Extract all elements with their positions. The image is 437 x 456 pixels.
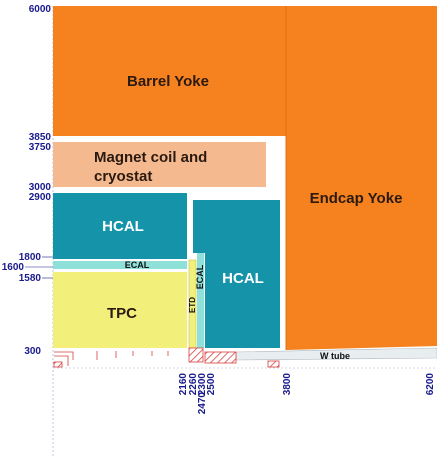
x-tick-3800: 3800 xyxy=(282,373,293,396)
hcal-endcap-region xyxy=(205,200,280,348)
hcal-barrel-label: HCAL xyxy=(102,218,144,235)
ecal-barrel-region xyxy=(53,261,187,269)
y-tick-1800: 1800 xyxy=(19,252,42,263)
x-tick-2470: 2470 xyxy=(197,392,208,415)
w-tube-label: W tube xyxy=(320,351,350,361)
hatched-support-4 xyxy=(53,361,63,368)
endcap-yoke-label: Endcap Yoke xyxy=(310,190,403,207)
endcap-yoke-region xyxy=(286,6,437,350)
x-tick-2500: 2500 xyxy=(206,373,217,396)
magnet-coil-label-2: cryostat xyxy=(94,168,152,185)
y-tick-1580: 1580 xyxy=(19,273,42,284)
ecal-endcap-label: ECAL xyxy=(195,264,205,289)
magnet-coil-region xyxy=(53,142,266,187)
y-tick-3000: 3000 xyxy=(29,182,52,193)
barrel-yoke-region xyxy=(53,6,286,136)
tpc-region xyxy=(53,272,187,348)
hcal-endcap-top-region xyxy=(193,200,205,253)
tpc-label: TPC xyxy=(107,305,137,322)
y-tick-300: 300 xyxy=(24,346,41,357)
x-tick-2160: 2160 xyxy=(178,373,189,396)
x-tick-2260: 2260 xyxy=(188,373,199,396)
hatched-support-3 xyxy=(267,360,280,368)
y-tick-1600: 1600 xyxy=(2,262,25,273)
ecal-endcap-region xyxy=(197,253,204,348)
etd-label: ETD xyxy=(188,297,197,313)
beam-pipe-detail xyxy=(54,351,169,366)
hatched-support-1 xyxy=(188,347,204,363)
y-tick-3750: 3750 xyxy=(29,142,52,153)
y-tick-leaders xyxy=(25,256,53,279)
hcal-endcap-label: HCAL xyxy=(222,270,264,287)
y-tick-3850: 3850 xyxy=(29,132,52,143)
y-tick-2900: 2900 xyxy=(29,192,52,203)
ecal-barrel-label: ECAL xyxy=(125,260,150,270)
x-tick-6200: 6200 xyxy=(425,373,436,396)
magnet-coil-label-1: Magnet coil and xyxy=(94,149,207,166)
barrel-yoke-label: Barrel Yoke xyxy=(127,73,209,90)
y-tick-6000: 6000 xyxy=(29,4,52,15)
x-tick-2300: 2300 xyxy=(197,373,208,396)
hatched-support-2 xyxy=(204,351,237,364)
hcal-barrel-region xyxy=(53,193,187,259)
